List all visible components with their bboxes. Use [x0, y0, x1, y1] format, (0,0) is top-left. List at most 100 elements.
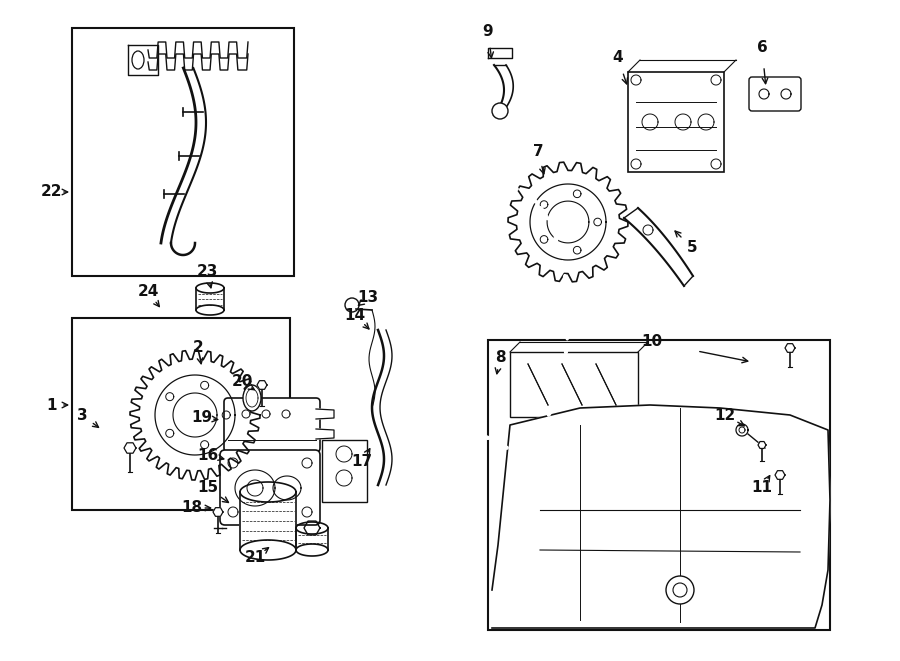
Text: 9: 9: [482, 24, 493, 40]
Ellipse shape: [495, 190, 499, 193]
Ellipse shape: [534, 200, 537, 203]
Ellipse shape: [459, 248, 462, 254]
Ellipse shape: [556, 389, 560, 394]
Text: 12: 12: [715, 407, 735, 422]
Ellipse shape: [452, 289, 454, 295]
Ellipse shape: [463, 236, 466, 241]
Text: 3: 3: [76, 407, 87, 422]
Polygon shape: [316, 429, 334, 439]
Text: 11: 11: [752, 481, 772, 496]
Ellipse shape: [552, 401, 555, 406]
Polygon shape: [316, 409, 334, 419]
Polygon shape: [296, 528, 328, 550]
Text: 16: 16: [197, 447, 219, 463]
Ellipse shape: [489, 194, 492, 197]
Ellipse shape: [525, 441, 528, 444]
Text: 13: 13: [357, 290, 379, 305]
Text: 1: 1: [47, 397, 58, 412]
Bar: [628, 72, 724, 172]
Ellipse shape: [486, 436, 490, 440]
Text: 21: 21: [245, 551, 266, 566]
Ellipse shape: [472, 215, 475, 219]
Ellipse shape: [451, 333, 454, 340]
Ellipse shape: [477, 207, 481, 211]
Polygon shape: [785, 344, 795, 352]
Ellipse shape: [544, 215, 548, 219]
Polygon shape: [624, 208, 693, 286]
Polygon shape: [488, 48, 512, 58]
Circle shape: [492, 103, 508, 119]
Ellipse shape: [531, 436, 535, 440]
Ellipse shape: [243, 385, 261, 411]
Polygon shape: [257, 381, 267, 389]
Ellipse shape: [455, 261, 459, 267]
Ellipse shape: [492, 441, 495, 444]
Ellipse shape: [132, 51, 144, 69]
Ellipse shape: [566, 333, 569, 340]
Ellipse shape: [502, 188, 505, 190]
Polygon shape: [128, 45, 158, 75]
Text: 2: 2: [193, 340, 203, 356]
Ellipse shape: [540, 207, 543, 211]
FancyBboxPatch shape: [749, 77, 801, 111]
Circle shape: [345, 298, 359, 312]
Text: 20: 20: [231, 375, 253, 389]
Bar: [72, 318, 290, 510]
Ellipse shape: [508, 186, 511, 190]
Ellipse shape: [547, 411, 551, 416]
Ellipse shape: [554, 236, 558, 241]
Text: 4: 4: [613, 50, 624, 65]
Polygon shape: [494, 65, 513, 115]
Ellipse shape: [561, 261, 564, 267]
Ellipse shape: [518, 445, 521, 447]
Ellipse shape: [457, 375, 460, 381]
Ellipse shape: [563, 274, 567, 281]
Bar: [510, 352, 638, 417]
Ellipse shape: [467, 225, 470, 230]
Polygon shape: [130, 350, 260, 480]
Ellipse shape: [505, 446, 508, 449]
FancyBboxPatch shape: [224, 398, 320, 452]
Ellipse shape: [482, 200, 486, 203]
Ellipse shape: [469, 411, 473, 416]
Polygon shape: [775, 471, 785, 479]
Ellipse shape: [464, 401, 468, 406]
Bar: [72, 28, 294, 276]
Text: 24: 24: [138, 284, 158, 299]
Ellipse shape: [564, 348, 568, 354]
Ellipse shape: [453, 348, 455, 354]
Ellipse shape: [480, 429, 483, 433]
Circle shape: [673, 583, 687, 597]
Text: 8: 8: [495, 350, 505, 366]
Ellipse shape: [527, 194, 531, 197]
Text: 10: 10: [642, 334, 662, 350]
Polygon shape: [240, 492, 296, 550]
Ellipse shape: [451, 303, 454, 310]
Ellipse shape: [474, 421, 478, 425]
Ellipse shape: [536, 429, 540, 433]
Polygon shape: [213, 508, 223, 516]
Text: 15: 15: [197, 481, 219, 496]
Ellipse shape: [512, 446, 515, 449]
Ellipse shape: [515, 188, 518, 190]
Ellipse shape: [451, 319, 454, 325]
Ellipse shape: [543, 421, 546, 425]
Text: 5: 5: [687, 241, 698, 256]
Polygon shape: [758, 442, 766, 448]
Text: 6: 6: [757, 40, 768, 56]
Ellipse shape: [562, 362, 565, 368]
Bar: [322, 440, 367, 502]
Ellipse shape: [566, 319, 570, 325]
Text: 19: 19: [192, 410, 212, 426]
Text: 7: 7: [533, 145, 544, 159]
Polygon shape: [508, 162, 628, 282]
Text: 22: 22: [41, 184, 63, 200]
Polygon shape: [492, 405, 830, 628]
Ellipse shape: [565, 289, 568, 295]
Polygon shape: [124, 443, 136, 453]
Ellipse shape: [454, 362, 457, 368]
Bar: [488, 340, 830, 630]
Ellipse shape: [566, 303, 570, 310]
Ellipse shape: [558, 248, 562, 254]
Ellipse shape: [454, 274, 456, 281]
